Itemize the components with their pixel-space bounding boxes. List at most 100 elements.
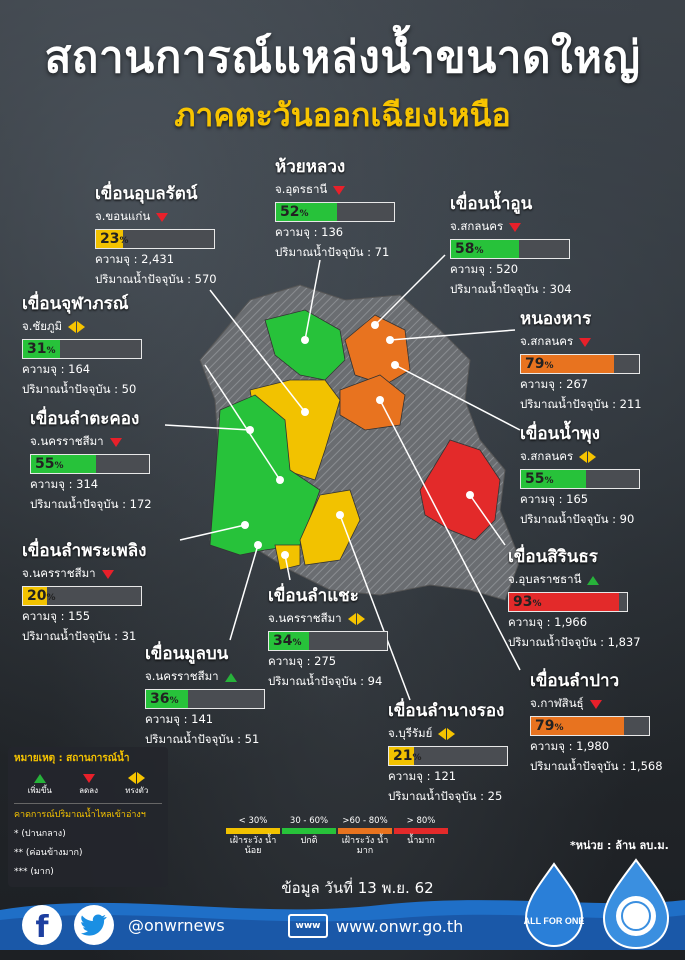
dam-province: จ.อุดรธานี [275,182,328,196]
dam-card: หนองหาร จ.สกลนคร 79% ความจุ : 267 ปริมาณน้ำป… [520,305,685,414]
dam-province: จ.นครราชสีมา [268,611,342,625]
scale-range: < 30% [238,816,268,826]
dam-current: ปริมาณน้ำปัจจุบัน : 71 [275,245,390,259]
dam-card: เขื่อนน้ำพุง จ.สกลนคร 55% ความจุ : 165 ปริมา… [520,420,685,529]
dam-name: ห้วยหลวง [275,157,346,177]
dam-capacity: ความจุ : 1,966 [508,615,588,629]
dam-name: เขื่อนน้ำพุง [520,424,600,444]
dam-level-fill [531,717,625,735]
dam-province-row: จ.กาฬสินธุ์ [530,695,685,713]
dam-card: เขื่อนลำปาว จ.กาฬสินธุ์ 79% ความจุ : 1,980 ป… [530,667,685,776]
dam-percent: 52% [280,204,309,220]
logo1-text: ALL FOR ONE [524,916,585,926]
dam-level-fill [521,355,615,373]
dam-capacity: ความจุ : 314 [30,477,99,491]
dam-province-row: จ.ชัยภูมิ [22,318,252,336]
legend-title: หมายเหตุ : สถานการณ์น้ำ [14,753,130,764]
arrow-down-icon [579,337,592,347]
dam-name: เขื่อนลำพระเพลิง [22,541,147,561]
dam-level-fill [269,632,310,650]
legend-up: เพิ่มขึ้น [28,772,52,797]
dam-card: เขื่อนลำนางรอง จ.บุรีรัมย์ 21% ความจุ : 121… [388,697,618,806]
data-date: ข้อมูล วันที่ 13 พ.ย. 62 [281,879,434,897]
dam-province-row: จ.นครราชสีมา [268,610,498,628]
dam-percent: 34% [273,633,302,649]
dam-level-bar: 21% [388,746,508,766]
dam-level-bar: 36% [145,689,265,709]
dam-province: จ.สกลนคร [450,219,504,233]
dam-percent: 55% [35,456,64,472]
dam-name: เขื่อนอุบลรัตน์ [95,184,198,204]
map-region-yellow-south [299,489,361,566]
dam-card: เขื่อนลำตะคองจ.นครราชสีมา 55% ความจุ : 314… [30,405,260,514]
dam-percent: 79% [525,356,554,372]
dam-province: จ.สกลนคร [520,449,574,463]
dam-percent: 36% [150,691,179,707]
page-title: สถานการณ์แหล่งน้ำขนาดใหญ่ [44,32,641,83]
dam-province-row: จ.สกลนคร [450,218,680,236]
dam-name: เขื่อนลำปาว [530,671,620,691]
dam-name: เขื่อนมูลบน [145,644,229,664]
dam-level-bar: 58% [450,239,570,259]
www-icon: www [288,914,328,938]
twitter-icon[interactable] [74,905,114,945]
dam-province: จ.อุบลราชธานี [508,572,582,586]
dam-level-fill [451,240,520,258]
website-link[interactable]: www www.onwr.go.th [288,914,463,938]
dam-percent: 55% [525,471,554,487]
scale-seg-3: >60 - 80% เฝ้าระวัง น้ำมาก [337,816,393,856]
dam-province: จ.นครราชสีมา [30,434,104,448]
dam-level-bar: 55% [520,469,640,489]
legend-up-label: เพิ่มขึ้น [27,786,52,795]
social-links: f @onwrnews [22,905,225,945]
scale-range: >60 - 80% [342,816,388,826]
scale-label: น้ำมาก [407,836,435,846]
dam-current: ปริมาณน้ำปัจจุบัน : 211 [520,397,642,411]
dam-card: เขื่อนลำพระเพลิง จ.นครราชสีมา 20% ความจุ : … [22,537,252,646]
dam-level-fill [521,470,586,488]
dam-name: เขื่อนลำแชะ [268,586,359,606]
dam-province: จ.บุรีรัมย์ [388,726,433,740]
arrow-up-icon [33,773,46,783]
dam-province: จ.ขอนแก่น [95,209,151,223]
dam-level-fill [23,340,60,358]
scale-label: เฝ้าระวัง น้ำมาก [341,836,389,856]
scale-label: ปกติ [300,836,318,846]
dam-card: เขื่อนสิรินธรจ.อุบลราชธานี 93% ความจุ : 1,… [508,543,685,652]
arrow-both-icon [68,321,86,333]
dam-percent: 79% [535,718,564,734]
dam-level-bar: 23% [95,229,215,249]
dam-capacity: ความจุ : 275 [268,654,337,668]
arrow-both-icon [438,728,456,740]
dam-province-row: จ.สกลนคร [520,448,685,466]
dam-percent: 20% [27,588,56,604]
legend-forecast-title: คาดการณ์ปริมาณน้ำไหลเข้าอ่างฯ [14,803,162,821]
dam-current: ปริมาณน้ำปัจจุบัน : 304 [450,282,572,296]
arrow-down-icon [156,212,169,222]
dam-province: จ.นครราชสีมา [22,566,96,580]
scale-label: เฝ้าระวัง น้ำน้อย [229,836,277,856]
dam-province-row: จ.นครราชสีมา [22,565,252,583]
dam-capacity: ความจุ : 520 [450,262,519,276]
legend-box: หมายเหตุ : สถานการณ์น้ำ เพิ่มขึ้น ลดลง ท… [8,747,168,887]
dam-level-bar: 93% [508,592,628,612]
dam-current: ปริมาณน้ำปัจจุบัน : 51 [145,732,260,746]
website-url[interactable]: www.onwr.go.th [336,916,464,936]
facebook-icon[interactable]: f [22,905,62,945]
scale-seg-4: > 80% น้ำมาก [393,816,449,856]
arrow-down-icon [333,185,346,195]
dam-province-row: จ.ขอนแก่น [95,208,325,226]
dam-name: เขื่อนลำตะคอง [30,409,140,429]
dam-province-row: จ.บุรีรัมย์ [388,725,618,743]
dam-province: จ.นครราชสีมา [145,669,219,683]
dam-percent: 93% [513,594,542,610]
dam-province-row: จ.นครราชสีมา [145,668,375,686]
legend-star-2: ** (ค่อนข้างมาก) [14,848,83,858]
dam-name: เขื่อนสิรินธร [508,547,598,567]
social-handle[interactable]: @onwrnews [128,915,225,935]
onwr-logo [602,858,670,950]
arrow-both-icon [347,613,365,625]
footer-wave [0,900,685,950]
dam-level-bar: 34% [268,631,388,651]
legend-stable-label: ทรงตัว [125,786,149,795]
